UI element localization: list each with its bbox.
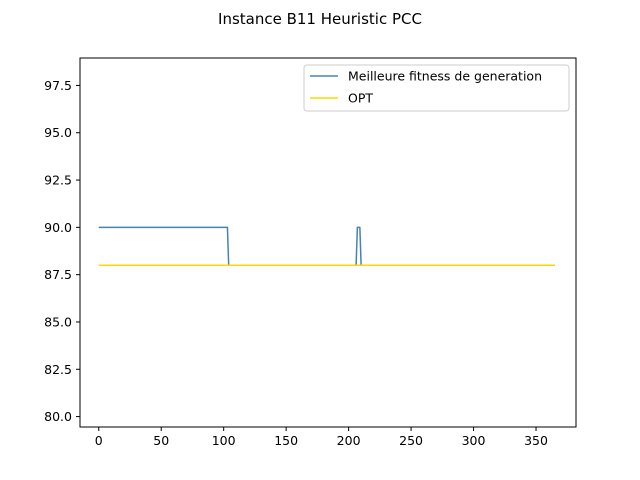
y-tick-label: 87.5 bbox=[44, 267, 72, 282]
y-tick-label: 80.0 bbox=[44, 409, 72, 424]
y-tick-label: 90.0 bbox=[44, 220, 72, 235]
y-tick-label: 85.0 bbox=[44, 314, 72, 329]
series-layer bbox=[98, 226, 555, 266]
x-axis: 0 50 100 150 200 250 300 350 bbox=[95, 427, 548, 448]
chart-title: Instance B11 Heuristic PCC bbox=[218, 10, 422, 28]
x-tick-label: 100 bbox=[212, 433, 236, 448]
x-tick-label: 150 bbox=[274, 433, 298, 448]
legend-label-1: Meilleure fitness de generation bbox=[348, 69, 542, 84]
plot-frame bbox=[79, 57, 577, 428]
legend: Meilleure fitness de generation OPT bbox=[303, 64, 570, 112]
x-tick-label: 300 bbox=[462, 433, 486, 448]
y-tick-label: 92.5 bbox=[44, 173, 72, 188]
x-tick-label: 250 bbox=[399, 433, 423, 448]
x-tick-label: 50 bbox=[153, 433, 169, 448]
x-tick-label: 350 bbox=[524, 433, 548, 448]
legend-label-2: OPT bbox=[348, 91, 373, 106]
x-tick-label: 0 bbox=[95, 433, 103, 448]
legend-box bbox=[303, 64, 570, 112]
y-tick-label: 82.5 bbox=[44, 362, 72, 377]
x-tick-label: 200 bbox=[337, 433, 361, 448]
y-tick-label: 97.5 bbox=[44, 78, 72, 93]
y-axis: 80.0 82.5 85.0 87.5 90.0 92.5 95.0 97.5 bbox=[44, 78, 80, 424]
series-line-1 bbox=[98, 226, 555, 266]
y-tick-label: 95.0 bbox=[44, 125, 72, 140]
